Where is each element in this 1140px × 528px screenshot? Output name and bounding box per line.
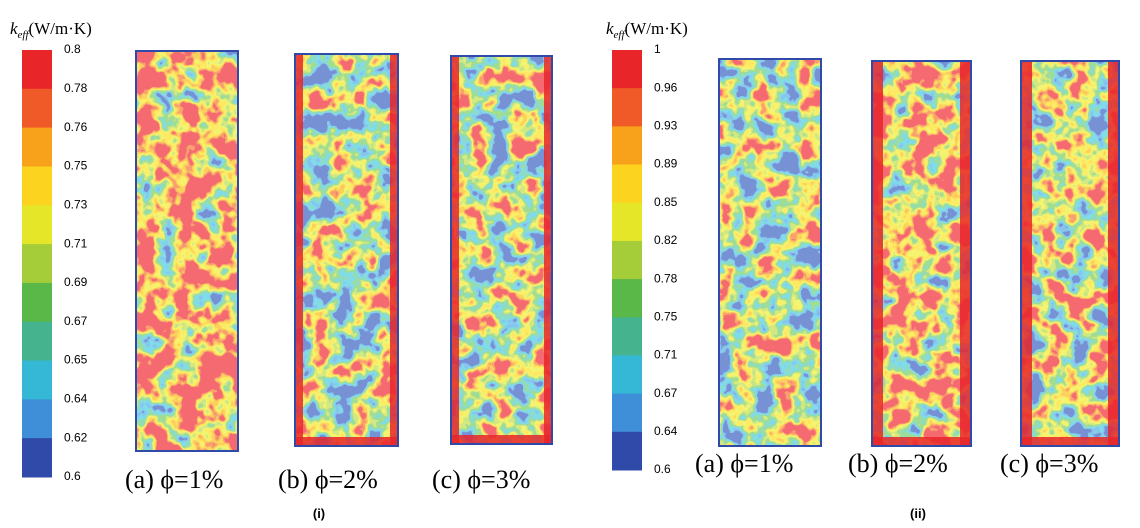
colorbar-segment <box>612 164 642 204</box>
contour-field <box>296 55 397 445</box>
edge-region <box>873 437 970 445</box>
edge-region <box>390 55 397 445</box>
colorbar-tick-label: 0.71 <box>64 236 88 250</box>
colorbar-segment <box>22 127 52 167</box>
colorbar-segment <box>612 126 642 166</box>
colorbar-tick-label: 0.67 <box>64 314 88 328</box>
caption: (c) ϕ=3% <box>432 465 530 494</box>
colorbar-tick-label: 0.75 <box>654 309 678 323</box>
colorbar-tick-label: 1 <box>654 42 661 56</box>
colorbar-tick-label: 0.64 <box>654 424 678 438</box>
colorbar-segment <box>22 50 52 90</box>
contour-field <box>452 57 551 443</box>
colorbar-segment <box>22 360 52 400</box>
colorbar-tick-label: 0.82 <box>654 233 678 247</box>
colorbar-tick-label: 0.65 <box>64 353 88 367</box>
colorbar-tick-label: 0.73 <box>64 197 88 211</box>
colorbar-segment <box>612 202 642 242</box>
panel-label: (ii) <box>910 506 926 521</box>
contour-field <box>873 62 970 445</box>
edge-region <box>1022 62 1032 445</box>
colorbar-segment <box>612 240 642 280</box>
edge-region <box>452 57 459 443</box>
colorbar-tick-label: 0.75 <box>64 159 88 173</box>
unit-label: keff(W/m·K) <box>606 19 688 41</box>
caption: (b) ϕ=2% <box>848 449 948 478</box>
colorbar-segment <box>612 431 642 471</box>
colorbar-segment <box>612 88 642 127</box>
panel: keff(W/m·K)10.960.930.890.850.820.780.75… <box>606 19 1120 521</box>
colorbar-tick-label: 0.64 <box>64 392 88 406</box>
edge-region <box>296 437 397 445</box>
colorbar-tick-label: 0.78 <box>64 81 88 95</box>
colorbar-segment <box>612 355 642 395</box>
colorbar-segment <box>22 438 52 478</box>
colorbar-tick-label: 0.76 <box>64 120 88 134</box>
colorbar-tick-label: 0.69 <box>64 275 88 289</box>
colorbar-segment <box>22 205 52 245</box>
unit: (W/m·K) <box>625 19 688 38</box>
colorbar-tick-label: 0.67 <box>654 386 678 400</box>
panel: keff(W/m·K)0.80.780.760.750.730.710.690.… <box>10 19 553 521</box>
unit: (W/m·K) <box>29 19 92 38</box>
caption: (b) ϕ=2% <box>278 465 378 494</box>
edge-region <box>296 55 303 445</box>
colorbar-segment <box>612 50 642 89</box>
colorbar-segment <box>612 279 642 318</box>
panel-label: (i) <box>313 506 325 521</box>
colorbar-tick-label: 0.93 <box>654 119 678 133</box>
edge-region <box>1022 437 1118 445</box>
contour-field <box>720 60 820 445</box>
edge-region <box>1108 62 1118 445</box>
symbol: k <box>606 19 614 38</box>
edge-region <box>544 57 551 443</box>
subscript: eff <box>18 29 31 41</box>
colorbar-segment <box>22 321 52 362</box>
caption: (a) ϕ=1% <box>695 449 793 478</box>
symbol: k <box>10 19 18 38</box>
colorbar-segment <box>22 244 52 284</box>
colorbar-tick-label: 0.78 <box>654 271 678 285</box>
colorbar-tick-label: 0.96 <box>654 80 678 94</box>
colorbar-tick-label: 0.6 <box>654 462 671 476</box>
edge-region <box>873 62 883 445</box>
caption: (a) ϕ=1% <box>125 465 223 494</box>
edge-region <box>960 62 970 445</box>
contour-field <box>137 52 237 450</box>
colorbar-segment <box>22 88 52 129</box>
colorbar-tick-label: 0.71 <box>654 348 678 362</box>
colorbar-tick-label: 0.62 <box>64 430 88 444</box>
unit-label: keff(W/m·K) <box>10 19 92 41</box>
edge-region <box>452 435 551 443</box>
colorbar-tick-label: 0.85 <box>654 195 678 209</box>
colorbar-tick-label: 0.6 <box>64 469 81 483</box>
colorbar-segment <box>22 166 52 206</box>
colorbar-segment <box>22 282 52 323</box>
colorbar-segment <box>22 399 52 439</box>
contour-field <box>1022 62 1118 445</box>
colorbar-tick-label: 0.89 <box>654 157 678 171</box>
colorbar-segment <box>612 393 642 433</box>
subscript: eff <box>614 29 627 41</box>
colorbar-segment <box>612 317 642 356</box>
colorbar-tick-label: 0.8 <box>64 42 81 56</box>
caption: (c) ϕ=3% <box>1000 449 1098 478</box>
